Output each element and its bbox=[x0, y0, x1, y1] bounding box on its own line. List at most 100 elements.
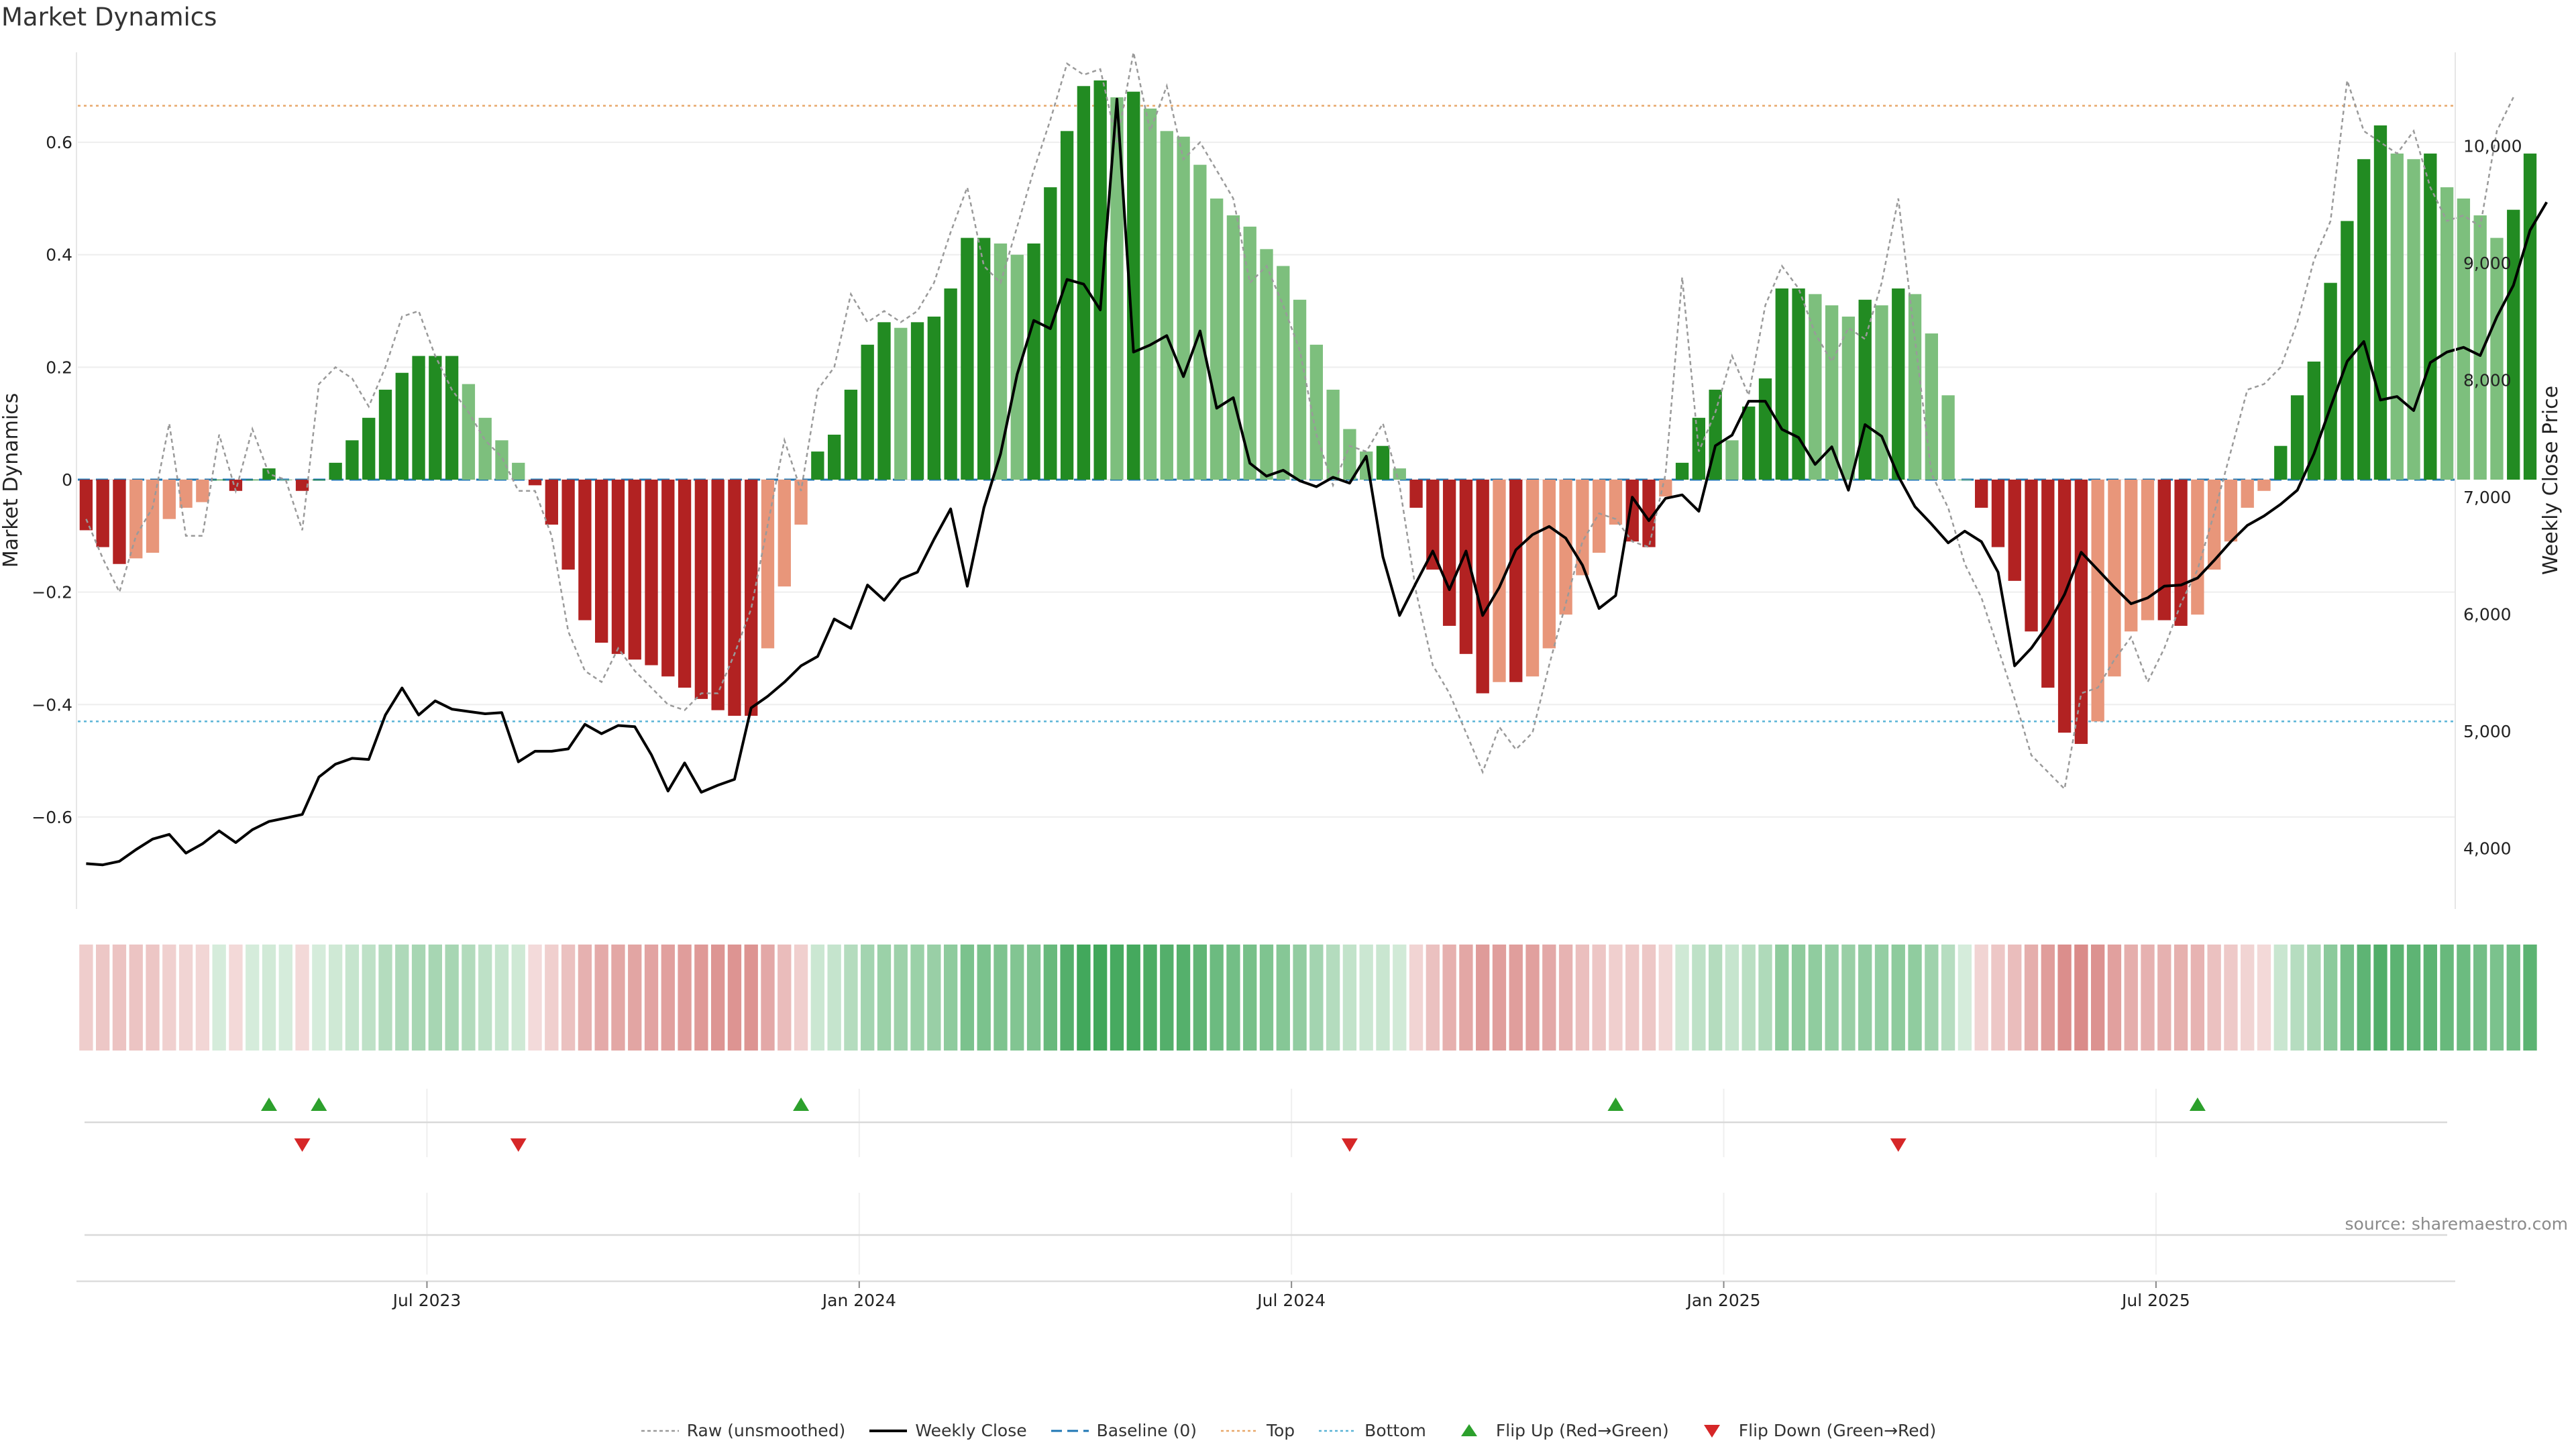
dynamics-bar bbox=[1260, 249, 1273, 480]
dynamics-bar bbox=[1343, 429, 1356, 480]
dynamics-bar bbox=[1309, 344, 1324, 480]
heat-cell bbox=[1093, 945, 1108, 1051]
heat-cell bbox=[328, 945, 343, 1051]
heat-cell bbox=[2473, 945, 2487, 1051]
dynamics-bar bbox=[1825, 305, 1839, 480]
heat-cell bbox=[2273, 945, 2288, 1051]
dynamics-bar bbox=[910, 322, 924, 480]
heat-cell bbox=[877, 945, 892, 1051]
dynamics-bar bbox=[2241, 480, 2254, 508]
legend-label: Top bbox=[1266, 1421, 1295, 1440]
heat-cell bbox=[810, 945, 825, 1051]
heat-cell bbox=[1758, 945, 1772, 1051]
heat-cell bbox=[644, 945, 659, 1051]
axes: −0.6 −0.4 −0.2 0 0.2 0.4 0.6 4,000 5,000 6,000 7,0… bbox=[0, 52, 2563, 909]
dynamics-bar bbox=[961, 237, 974, 480]
heat-cell bbox=[1874, 945, 1889, 1051]
flip-up-marker bbox=[261, 1097, 278, 1111]
dynamics-bar bbox=[2091, 480, 2104, 722]
dynamics-bar bbox=[1044, 187, 1057, 480]
dynamics-bar bbox=[2473, 215, 2487, 480]
heat-cell bbox=[1359, 945, 1373, 1051]
dynamics-bar bbox=[545, 480, 558, 525]
heat-cell bbox=[2041, 945, 2055, 1051]
flip-up-marker bbox=[311, 1097, 327, 1111]
dynamics-bar bbox=[2407, 159, 2420, 480]
heat-cell bbox=[561, 945, 576, 1051]
dynamics-bar bbox=[578, 480, 592, 621]
heat-cell bbox=[694, 945, 708, 1051]
dynamics-bar bbox=[561, 480, 575, 570]
dynamics-bars bbox=[79, 80, 2537, 744]
raw-legend-symbol bbox=[641, 1430, 679, 1432]
heat-cell bbox=[1492, 945, 1507, 1051]
dynamics-bar bbox=[977, 237, 991, 480]
y2-tick-label: 9,000 bbox=[2463, 254, 2512, 273]
dynamics-bar bbox=[1792, 288, 1805, 480]
dynamics-bar bbox=[1210, 198, 1224, 480]
dynamics-bar bbox=[2041, 480, 2055, 688]
dynamics-bar bbox=[512, 462, 525, 480]
heat-cell bbox=[2489, 945, 2504, 1051]
dynamics-bar bbox=[478, 417, 492, 480]
y2-tick-label: 10,000 bbox=[2463, 137, 2522, 156]
dynamics-bar bbox=[1625, 480, 1639, 542]
heat-cell bbox=[2406, 945, 2421, 1051]
heat-cell bbox=[1193, 945, 1208, 1051]
dynamics-bar bbox=[1326, 389, 1340, 480]
heat-cell bbox=[1808, 945, 1823, 1051]
heat-cell bbox=[1259, 945, 1274, 1051]
heat-cell bbox=[2008, 945, 2022, 1051]
heat-cell bbox=[844, 945, 858, 1051]
heat-cell bbox=[229, 945, 243, 1051]
dynamics-bar bbox=[2074, 480, 2088, 744]
y-tick-label: −0.4 bbox=[32, 695, 72, 714]
dynamics-bar bbox=[179, 480, 193, 508]
legend-label: Flip Down (Green→Red) bbox=[1738, 1421, 1937, 1440]
dynamics-bar bbox=[1293, 299, 1307, 480]
heat-cell bbox=[1791, 945, 1806, 1051]
flip-down-legend-marker bbox=[1703, 1424, 1720, 1438]
heat-cell bbox=[1393, 945, 1407, 1051]
y-axis-label: Market Dynamics bbox=[0, 393, 23, 568]
dynamics-bar bbox=[395, 372, 409, 480]
dynamics-bar bbox=[1975, 480, 1988, 508]
heat-cell bbox=[927, 945, 941, 1051]
heat-cell bbox=[761, 945, 775, 1051]
weekly-close-line bbox=[86, 97, 2548, 867]
dynamics-bar bbox=[2008, 480, 2021, 581]
heat-cell bbox=[628, 945, 642, 1051]
chart-title: Market Dynamics bbox=[1, 3, 217, 32]
heat-cell bbox=[827, 945, 841, 1051]
flip-up-marker bbox=[793, 1097, 810, 1111]
dynamics-bar bbox=[378, 389, 392, 480]
heat-cell bbox=[2506, 945, 2520, 1051]
y-tick-label: 0.6 bbox=[46, 133, 72, 152]
dynamics-bar bbox=[345, 440, 359, 480]
dynamics-bar bbox=[1010, 254, 1024, 480]
dynamics-bar bbox=[295, 480, 309, 491]
heat-cell bbox=[129, 945, 143, 1051]
heat-cell bbox=[1858, 945, 1872, 1051]
dynamics-bar bbox=[894, 327, 908, 480]
dynamics-bar bbox=[1193, 164, 1207, 480]
x-tick-label: Jul 2025 bbox=[2121, 1291, 2190, 1310]
dynamics-bar bbox=[196, 480, 209, 502]
heat-cell bbox=[1592, 945, 1606, 1051]
x-tick-label: Jan 2024 bbox=[821, 1291, 896, 1310]
dynamics-bar bbox=[113, 480, 126, 564]
flip_down-legend-symbol bbox=[1703, 1424, 1720, 1438]
y-tick-label: −0.6 bbox=[32, 808, 72, 827]
dynamics-bar bbox=[1809, 294, 1822, 480]
dynamics-bar bbox=[2290, 395, 2304, 480]
legend-label: Baseline (0) bbox=[1096, 1421, 1197, 1440]
x-tick-label: Jul 2023 bbox=[392, 1291, 462, 1310]
flip-down-marker bbox=[294, 1138, 311, 1152]
heat-cell bbox=[1908, 945, 1922, 1051]
heat-cell bbox=[462, 945, 476, 1051]
dynamics-bar bbox=[1393, 468, 1406, 480]
heat-cell bbox=[594, 945, 608, 1051]
dynamics-bar bbox=[2125, 480, 2138, 632]
heat-cell bbox=[977, 945, 991, 1051]
dynamics-bar bbox=[1459, 480, 1473, 654]
